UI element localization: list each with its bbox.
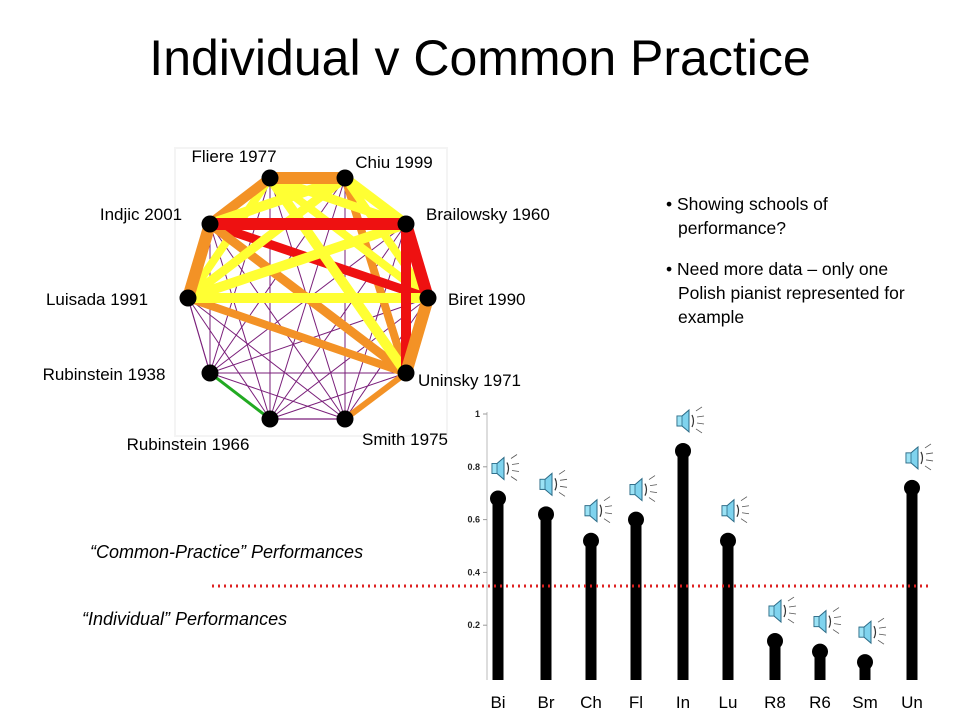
caption-individual: “Individual” Performances: [82, 609, 288, 629]
network-frame: [174, 147, 448, 437]
network-node-luisada: [179, 289, 197, 307]
bullet-schools: • Showing schools of performance?: [666, 194, 828, 238]
lollipop-head: [583, 532, 599, 549]
chart-axis: 1 0.8 0.6 0.4 0.2: [467, 409, 488, 680]
network-edge: [209, 371, 271, 421]
network-edge: [269, 372, 407, 420]
category-label: In: [676, 693, 690, 712]
speaker-icon[interactable]: [629, 475, 658, 502]
network-label-uninsky: Uninsky 1971: [418, 371, 521, 390]
lollipop-head: [720, 532, 736, 549]
lollipop-head: [628, 511, 644, 528]
network-edges: [182, 172, 434, 422]
y-tick-label: 0.4: [467, 567, 480, 577]
network-node-uninsky: [397, 364, 415, 382]
network-edge: [187, 297, 346, 420]
speaker-icon[interactable]: [539, 469, 568, 497]
network-labels: Fliere 1977 Chiu 1999 Brailowsky 1960 Biret…: [43, 147, 550, 454]
network-label-rub66: Rubinstein 1966: [127, 435, 250, 454]
slide-title: Individual v Common Practice: [149, 30, 811, 86]
network-edge: [343, 370, 408, 422]
network-label-smith: Smith 1975: [362, 430, 448, 449]
network-node-rub66: [261, 410, 279, 428]
speaker-icon[interactable]: [813, 607, 842, 634]
speaker-icon[interactable]: [905, 443, 934, 471]
category-label: Bi: [490, 693, 505, 712]
category-label: R8: [764, 693, 786, 712]
network-edge: [186, 219, 408, 303]
network-label-brail: Brailowsky 1960: [426, 205, 550, 224]
chart-bars: [490, 442, 920, 680]
speaker-icon[interactable]: [768, 596, 797, 624]
network-node-smith: [336, 410, 354, 428]
lollipop-head: [904, 479, 920, 496]
lollipop-head: [812, 643, 828, 660]
lollipop-head: [767, 633, 783, 650]
network-edge: [185, 174, 348, 302]
network-edge: [186, 294, 408, 377]
network-label-biret: Biret 1990: [448, 290, 526, 309]
category-label: R6: [809, 693, 831, 712]
y-tick-label: 0.8: [467, 462, 480, 472]
network-edge: [209, 297, 429, 374]
network-edge: [400, 296, 434, 375]
speaker-icon[interactable]: [676, 406, 705, 434]
network-label-chiu: Chiu 1999: [355, 153, 433, 172]
chart-category-labels: Bi Br Ch Fl In Lu R8 R6 Sm Un: [490, 693, 922, 712]
network-node-brail: [397, 215, 415, 233]
category-label: Br: [538, 693, 555, 712]
network-node-indjic: [201, 215, 219, 233]
network-edge: [182, 222, 216, 300]
category-label: Lu: [719, 693, 738, 712]
caption-common-practice: “Common-Practice” Performances: [90, 542, 364, 562]
lollipop-head: [857, 654, 873, 671]
network-edge: [187, 297, 211, 374]
network-label-indjic: Indjic 2001: [100, 205, 182, 224]
network-node-fliere: [261, 169, 279, 187]
bullet-list: • Showing schools of performance? • Need…: [666, 192, 916, 346]
y-tick-label: 0.2: [467, 620, 480, 630]
bullet-more-data: • Need more data – only one Polish piani…: [666, 259, 905, 327]
lollipop-chart: 1 0.8 0.6 0.4 0.2 Bi Br Ch Fl In Lu R8 R6 Sm Un: [212, 406, 934, 712]
category-label: Sm: [852, 693, 878, 712]
speaker-icon[interactable]: [721, 496, 750, 524]
network-edge: [341, 174, 410, 228]
network-edge: [209, 223, 346, 420]
speaker-icon[interactable]: [584, 496, 613, 524]
network-edge: [268, 173, 408, 229]
speaker-icon[interactable]: [491, 454, 520, 481]
y-tick-label: 1: [475, 409, 480, 419]
network-node-chiu: [336, 169, 354, 187]
network-nodes: [179, 169, 437, 428]
category-label: Fl: [629, 693, 643, 712]
network-edge: [209, 372, 346, 420]
speaker-icon[interactable]: [858, 617, 887, 645]
category-label: Ch: [580, 693, 602, 712]
network-edge: [265, 175, 411, 376]
lollipop-head: [490, 490, 506, 507]
y-tick-label: 0.6: [467, 515, 480, 525]
chart-audio-icons[interactable]: [491, 406, 934, 645]
network-label-rub38: Rubinstein 1938: [43, 365, 166, 384]
lollipop-head: [538, 506, 554, 523]
network-diagram: Fliere 1977 Chiu 1999 Brailowsky 1960 Biret…: [43, 147, 550, 454]
category-label: Un: [901, 693, 923, 712]
network-label-luisada: Luisada 1991: [46, 290, 148, 309]
network-edge: [341, 175, 432, 301]
network-label-fliere: Fliere 1977: [191, 147, 276, 166]
network-edge: [400, 222, 434, 300]
lollipop-head: [675, 442, 691, 459]
network-node-rub38: [201, 364, 219, 382]
network-node-biret: [419, 289, 437, 307]
network-edge: [208, 173, 347, 229]
network-edge: [187, 297, 271, 420]
network-edge: [208, 219, 430, 303]
